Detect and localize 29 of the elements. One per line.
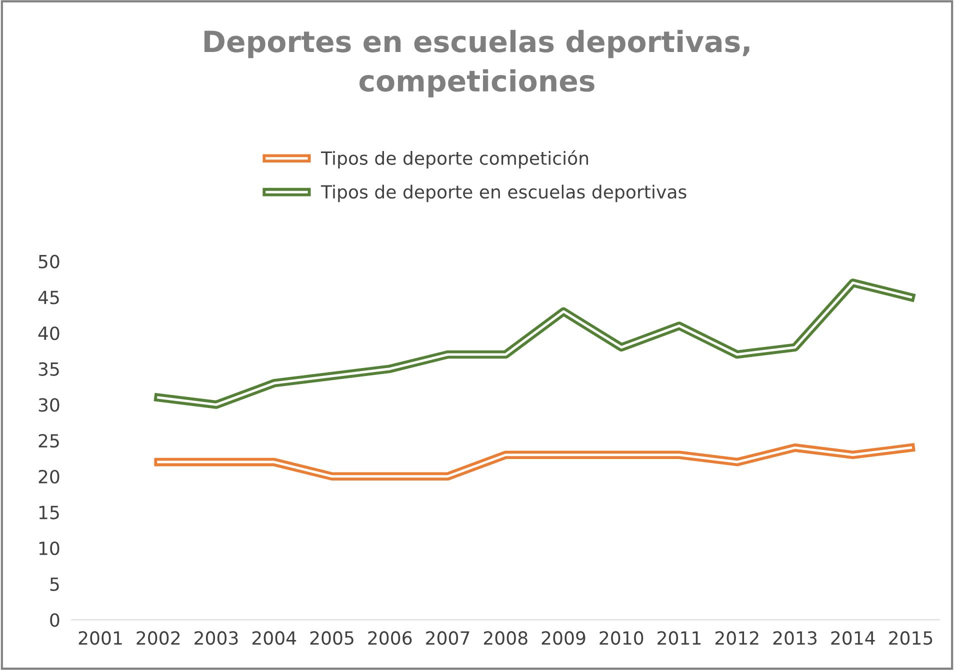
y-tick-label: 25 (38, 434, 59, 448)
x-tick-label: 2014 (831, 631, 875, 645)
y-tick-label: 0 (50, 613, 60, 627)
y-tick-label: 5 (50, 578, 59, 592)
x-tick-label: 2003 (194, 631, 238, 645)
x-tick-label: 2015 (889, 631, 932, 645)
y-tick-label: 30 (38, 398, 60, 412)
y-tick-label: 50 (38, 254, 60, 268)
chart-title: Deportes en escuelas deportivas, competiciones (204, 30, 750, 98)
x-tick-label: 2005 (310, 631, 354, 645)
y-tick-label: 45 (38, 290, 59, 304)
x-tick-label: 2013 (773, 631, 817, 645)
y-tick-label: 40 (38, 326, 60, 340)
y-tick-label: 20 (38, 470, 60, 484)
y-tick-label: 10 (39, 542, 60, 556)
x-tick-label: 2012 (715, 631, 758, 645)
x-tick-label: 2002 (136, 631, 180, 645)
x-tick-label: 2001 (78, 631, 122, 645)
y-tick-label: 15 (39, 506, 59, 520)
legend-label: Tipos de deporte competición (320, 150, 588, 168)
x-tick-label: 2010 (600, 631, 644, 645)
x-tick-label: 2011 (658, 631, 701, 645)
legend-label: Tipos de deporte en escuelas deportivas (320, 184, 686, 202)
y-tick-label: 35 (38, 362, 59, 376)
x-tick-label: 2007 (426, 631, 470, 645)
x-tick-label: 2004 (252, 631, 296, 645)
x-tick-label: 2006 (368, 631, 412, 645)
x-tick-label: 2008 (484, 631, 528, 645)
x-tick-label: 2009 (542, 631, 586, 645)
